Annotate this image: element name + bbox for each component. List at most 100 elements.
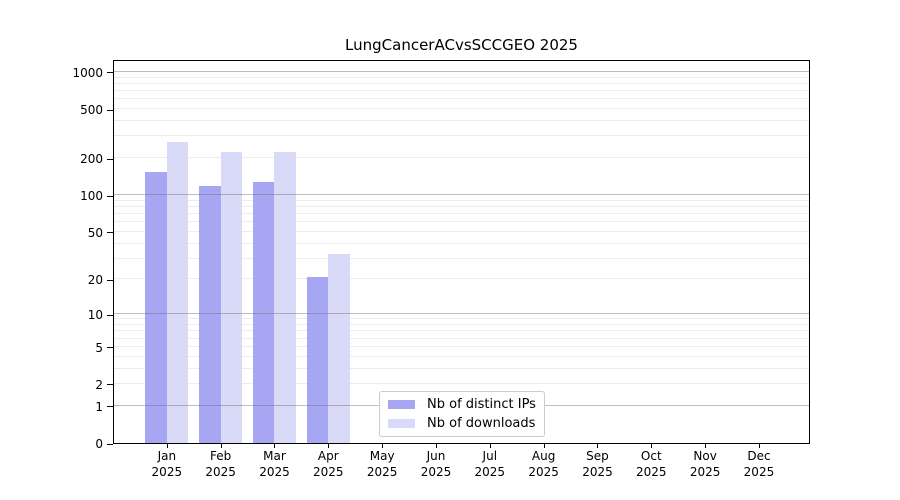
gridline — [114, 330, 809, 332]
x-tick-label: Oct 2025 — [621, 449, 681, 480]
bar-downloads — [274, 151, 296, 443]
gridline — [114, 120, 809, 122]
x-tick — [328, 444, 330, 448]
gridline — [114, 108, 809, 110]
gridline — [114, 345, 809, 347]
x-tick-year: 2025 — [366, 464, 398, 479]
bar-downloads — [220, 152, 243, 443]
x-tick-label: Jul 2025 — [460, 449, 520, 480]
chart-title: LungCancerACvsSCCGEO 2025 — [345, 36, 578, 54]
bar-distinct-ips — [145, 171, 167, 443]
gridline — [114, 194, 809, 196]
x-tick-label: Aug 2025 — [514, 449, 574, 480]
x-tick-month: Jul — [482, 449, 498, 463]
x-tick-label: Sep 2025 — [567, 449, 627, 480]
gridline — [114, 257, 809, 259]
y-tick-label: 5 — [95, 340, 103, 355]
x-tick-month: Apr — [317, 449, 339, 463]
x-tick-label: Feb 2025 — [191, 449, 251, 480]
y-tick-label: 2 — [95, 377, 103, 392]
y-tick-label: 500 — [80, 103, 103, 118]
x-tick-label: Jan 2025 — [137, 449, 197, 480]
y-tick — [107, 314, 113, 316]
legend-label-downloads: Nb of downloads — [427, 416, 536, 432]
gridline — [114, 383, 809, 384]
bar-downloads — [166, 141, 189, 443]
gridline — [114, 82, 809, 84]
x-tick — [435, 444, 437, 448]
gridline — [114, 98, 809, 100]
gridline — [114, 313, 809, 315]
x-tick — [543, 444, 545, 448]
x-tick-month: Jan — [157, 449, 177, 463]
gridline — [114, 199, 809, 201]
x-tick — [166, 444, 168, 448]
x-tick — [758, 444, 760, 448]
gridline — [114, 324, 809, 325]
y-tick-label: 50 — [87, 225, 103, 240]
legend-entry-distinct-ips: Nb of distinct IPs — [388, 396, 536, 413]
gridline — [114, 221, 809, 223]
gridline — [114, 76, 809, 78]
x-tick-year: 2025 — [474, 464, 506, 479]
x-tick — [220, 444, 222, 448]
gridline — [114, 135, 809, 137]
x-tick-month: Jun — [426, 449, 446, 463]
gridline — [114, 242, 809, 244]
x-tick-month: Mar — [263, 449, 286, 463]
x-tick-year: 2025 — [582, 464, 613, 479]
y-tick-label: 100 — [80, 189, 103, 204]
x-tick-month: Dec — [747, 449, 771, 463]
bars — [114, 61, 809, 443]
bar-downloads — [328, 253, 350, 443]
x-tick-label: Jun 2025 — [406, 449, 466, 480]
x-tick-label: May 2025 — [352, 449, 412, 480]
x-tick-year: 2025 — [151, 464, 183, 479]
x-tick-label: Dec 2025 — [729, 449, 789, 480]
plot-area — [113, 60, 810, 444]
y-tick-label: 1 — [95, 399, 103, 414]
gridline — [114, 205, 809, 207]
x-tick-year: 2025 — [420, 464, 452, 479]
gridline — [114, 337, 809, 339]
x-tick-month: Sep — [586, 449, 609, 463]
x-tick-month: Aug — [531, 449, 556, 463]
x-tick-label: Mar 2025 — [244, 449, 304, 480]
x-tick-year: 2025 — [743, 464, 775, 479]
x-tick-year: 2025 — [636, 464, 667, 479]
x-tick-label: Apr 2025 — [298, 449, 358, 480]
gridline — [114, 157, 809, 159]
bar-distinct-ips — [306, 276, 329, 443]
x-tick-year: 2025 — [259, 464, 290, 479]
y-tick — [107, 195, 113, 197]
x-tick — [705, 444, 707, 448]
x-tick — [489, 444, 491, 448]
gridline — [114, 355, 809, 357]
x-tick — [597, 444, 599, 448]
y-tick — [107, 109, 113, 111]
legend-swatch-distinct-ips-icon — [388, 399, 415, 409]
gridline — [114, 318, 809, 320]
x-tick-year: 2025 — [313, 464, 344, 479]
x-tick-month: May — [369, 449, 395, 463]
y-tick-label: 20 — [87, 273, 103, 288]
y-tick — [107, 347, 113, 349]
x-tick-year: 2025 — [205, 464, 236, 479]
gridline — [114, 90, 809, 92]
y-tick — [107, 279, 113, 281]
y-tick-label: 200 — [80, 152, 103, 167]
bar-distinct-ips — [199, 185, 221, 443]
x-tick — [651, 444, 653, 448]
legend-entry-downloads: Nb of downloads — [388, 416, 536, 433]
x-tick-label: Nov 2025 — [675, 449, 735, 480]
y-tick — [107, 406, 113, 408]
x-tick-year: 2025 — [689, 464, 721, 479]
y-tick — [107, 232, 113, 234]
x-tick-year: 2025 — [528, 464, 559, 479]
legend: Nb of distinct IPs Nb of downloads — [379, 391, 545, 437]
y-tick-label: 1000 — [72, 65, 103, 80]
gridline — [114, 367, 809, 369]
x-tick-month: Nov — [693, 449, 717, 463]
x-tick — [274, 444, 276, 448]
